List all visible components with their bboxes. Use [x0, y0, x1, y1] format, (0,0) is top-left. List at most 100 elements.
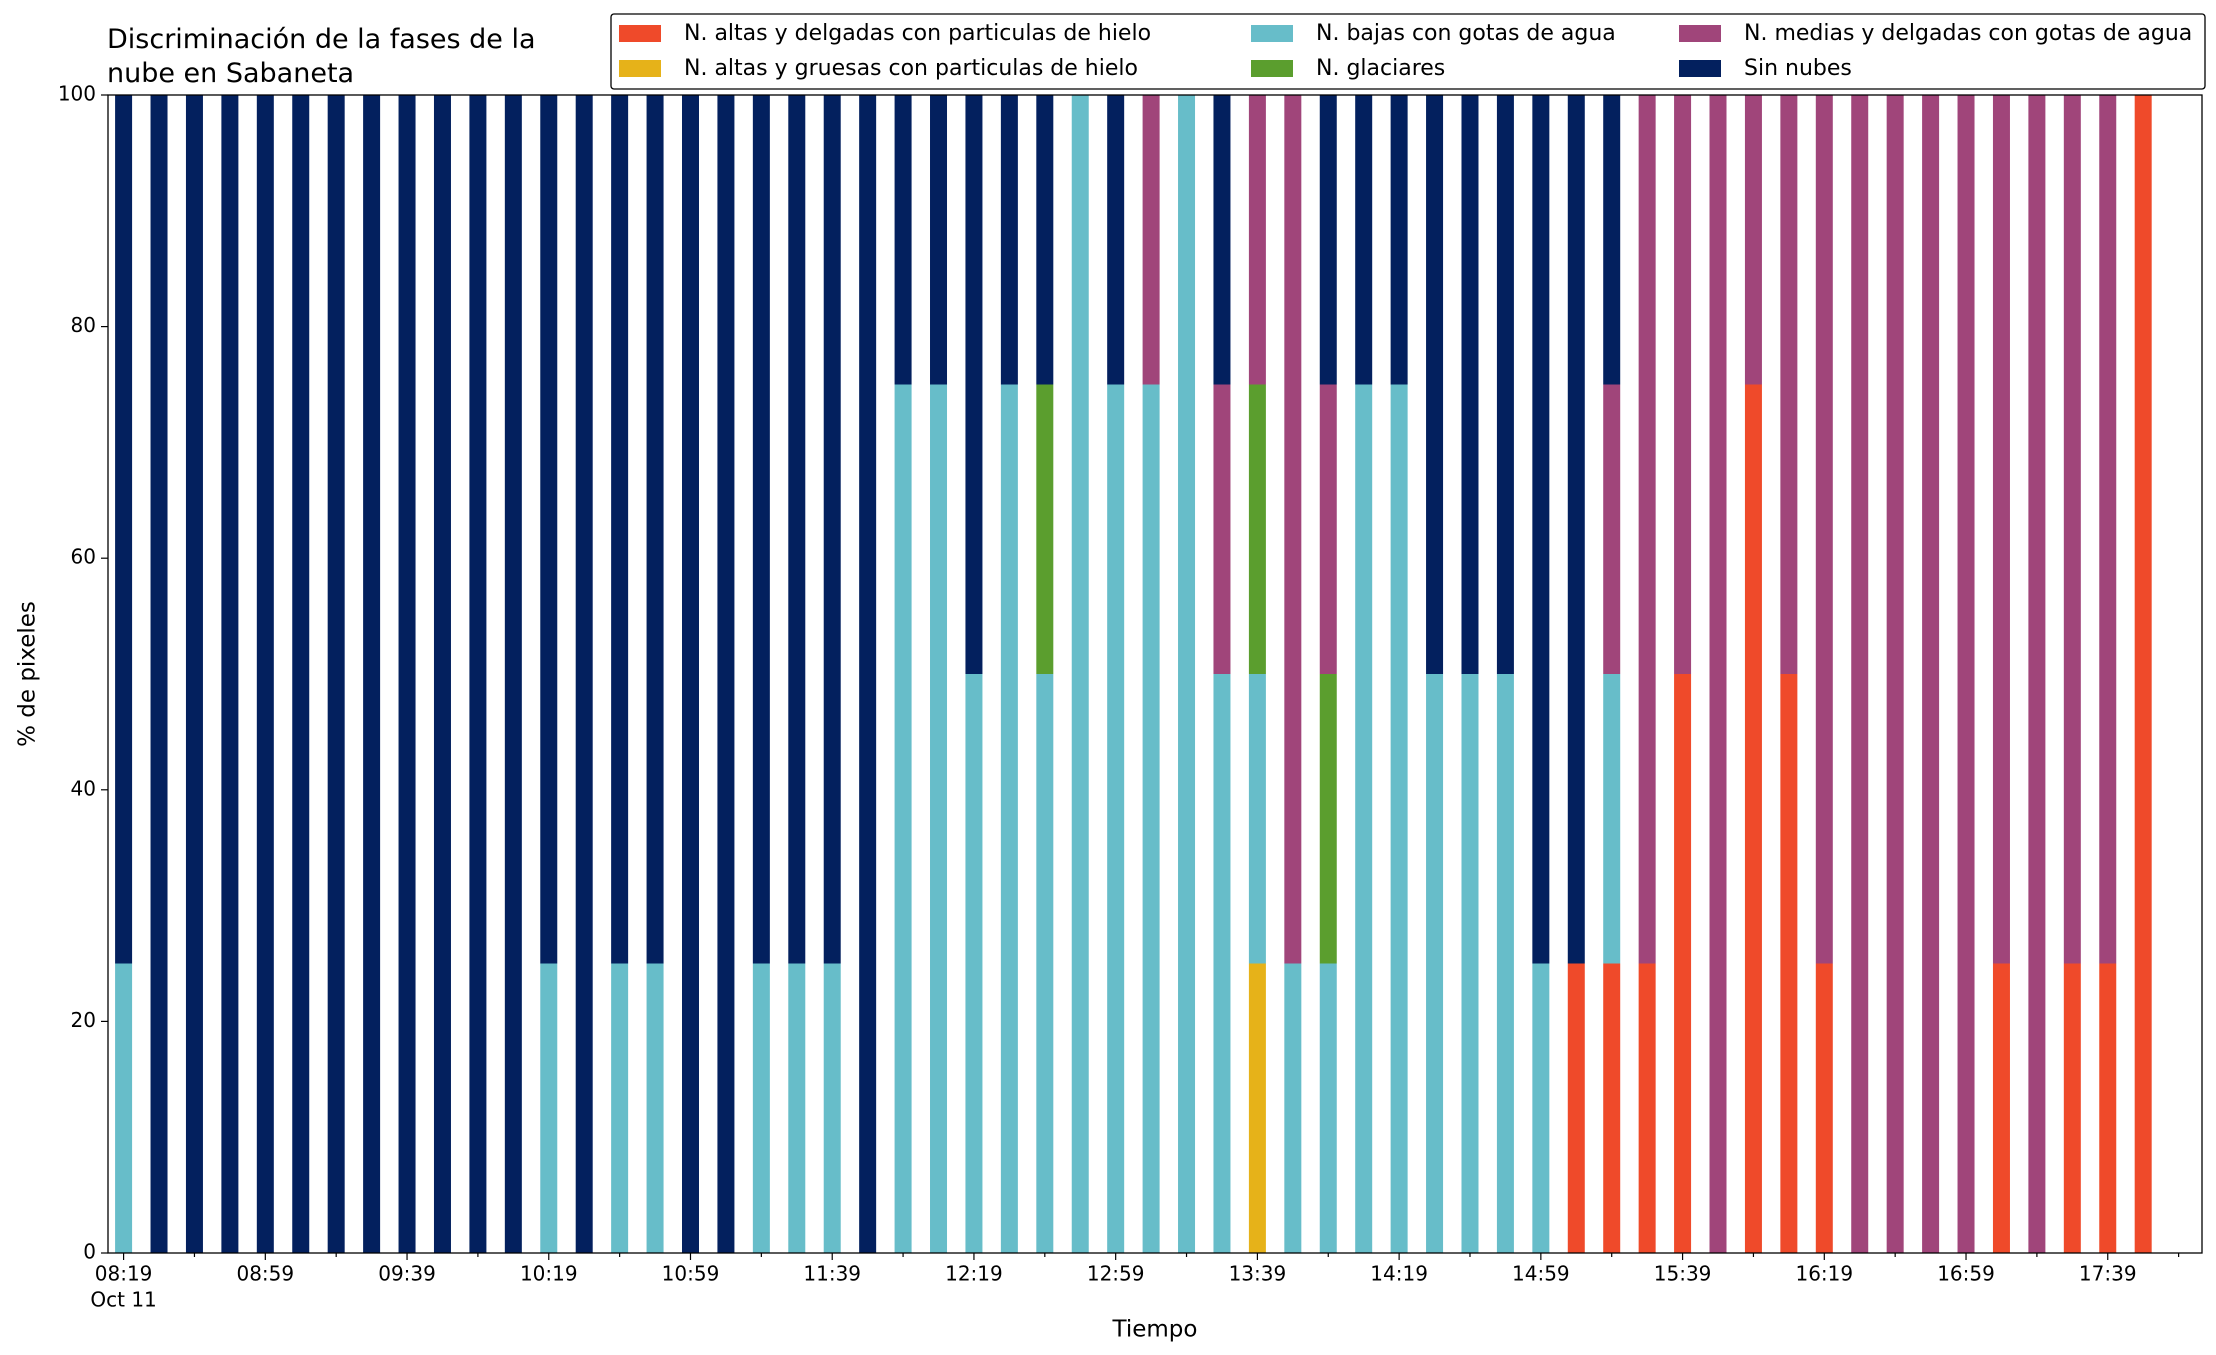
bar-segment: [1674, 95, 1692, 674]
y-tick-label: 100: [58, 82, 96, 106]
bar-segment: [1638, 95, 1656, 964]
bar-segment: [1603, 384, 1621, 674]
bar-segment: [752, 95, 770, 964]
bar-segment: [1674, 674, 1692, 1253]
x-tick-label: 12:59: [1087, 1262, 1145, 1286]
bar-segment: [363, 95, 381, 1253]
bar-segment: [540, 95, 558, 964]
bar-segment: [2099, 963, 2117, 1253]
bar-segment: [1957, 95, 1975, 1253]
bar-segment: [1461, 95, 1479, 674]
legend-label: N. bajas con gotas de agua: [1316, 21, 1616, 46]
bar-segment: [965, 95, 983, 674]
x-tick-label: 14:59: [1512, 1262, 1570, 1286]
bar-segment: [115, 963, 133, 1253]
bar-segment: [611, 95, 629, 964]
bar-segment: [256, 95, 274, 1253]
bar-segment: [1532, 95, 1550, 964]
bar-segment: [1780, 95, 1798, 674]
bar-segment: [1036, 384, 1054, 674]
legend-swatch: [1679, 60, 1721, 77]
bar-segment: [1107, 384, 1125, 1253]
x-tick-label: 16:59: [1937, 1262, 1995, 1286]
bar-segment: [1284, 963, 1302, 1253]
bar-segment: [1000, 95, 1018, 385]
legend-label: N. altas y delgadas con particulas de hi…: [684, 21, 1151, 46]
bar-segment: [398, 95, 416, 1253]
y-tick-label: 80: [71, 313, 96, 337]
bar-segment: [1000, 384, 1018, 1253]
legend-box: [610, 13, 2206, 90]
bar-segment: [1142, 95, 1160, 385]
bar-segment: [1567, 95, 1585, 964]
legend-label: Sin nubes: [1744, 56, 1852, 81]
bar-segment: [1461, 674, 1479, 1253]
x-tick-label: 13:39: [1229, 1262, 1287, 1286]
bar-segment: [1319, 963, 1337, 1253]
x-tick-label: 16:19: [1795, 1262, 1853, 1286]
bar-segment: [1319, 95, 1337, 385]
bar-segment: [1036, 95, 1054, 385]
x-tick-label: 11:39: [803, 1262, 861, 1286]
bar-segment: [1426, 674, 1444, 1253]
legend-label: N. altas y gruesas con particulas de hie…: [684, 56, 1138, 81]
bar-segment: [1284, 95, 1302, 964]
bar-segment: [1744, 384, 1762, 1253]
bar-segment: [1107, 95, 1125, 385]
y-tick-label: 40: [71, 776, 96, 800]
y-axis-label: % de pixeles: [15, 601, 41, 747]
bar-segment: [2063, 963, 2081, 1253]
x-tick-label: 10:19: [520, 1262, 578, 1286]
bar-segment: [327, 95, 345, 1253]
bar-segment: [1355, 384, 1373, 1253]
bar-segment: [894, 384, 912, 1253]
bar-segment: [788, 963, 806, 1253]
bar-segment: [1709, 95, 1727, 1253]
bar-segment: [611, 963, 629, 1253]
bar-segment: [1603, 674, 1621, 964]
bar-segment: [1071, 95, 1089, 1253]
x-tick-label: 08:19: [95, 1262, 153, 1286]
legend-swatch: [619, 60, 661, 77]
bar-segment: [2028, 95, 2046, 1253]
bar-segment: [1426, 95, 1444, 674]
x-tick-label: 12:19: [945, 1262, 1003, 1286]
bar-segment: [1213, 95, 1231, 385]
legend-swatch: [619, 25, 661, 42]
bar-segment: [185, 95, 203, 1253]
x-axis-label: Tiempo: [1112, 1317, 1198, 1343]
bar-segment: [1319, 674, 1337, 964]
bar-segment: [115, 95, 133, 964]
x-tick-label: 17:39: [2079, 1262, 2137, 1286]
legend-swatch: [1251, 60, 1293, 77]
bar-segment: [504, 95, 522, 1253]
bar-segment: [823, 95, 841, 964]
bar-segment: [1815, 95, 1833, 964]
y-tick-label: 60: [71, 545, 96, 569]
bar-segment: [221, 95, 239, 1253]
x-date-label: Oct 11: [90, 1288, 156, 1312]
bar-segment: [2099, 95, 2117, 964]
bar-segment: [1248, 674, 1266, 964]
legend-swatch: [1679, 25, 1721, 42]
bar-segment: [540, 963, 558, 1253]
y-tick-label: 0: [83, 1240, 96, 1264]
bar-segment: [575, 95, 593, 1253]
bar-segment: [717, 95, 735, 1253]
bar-segment: [859, 95, 877, 1253]
bar-segment: [646, 963, 664, 1253]
bar-segment: [788, 95, 806, 964]
bar-segment: [1248, 384, 1266, 674]
bar-segment: [1319, 384, 1337, 674]
bar-segment: [646, 95, 664, 964]
bar-segment: [1851, 95, 1869, 1253]
x-tick-label: 08:59: [236, 1262, 294, 1286]
bar-segment: [150, 95, 168, 1253]
bar-segment: [1213, 384, 1231, 674]
bar-segment: [894, 95, 912, 385]
legend-label: N. glaciares: [1316, 56, 1445, 81]
bar-segment: [1992, 95, 2010, 964]
bar-segment: [1815, 963, 1833, 1253]
